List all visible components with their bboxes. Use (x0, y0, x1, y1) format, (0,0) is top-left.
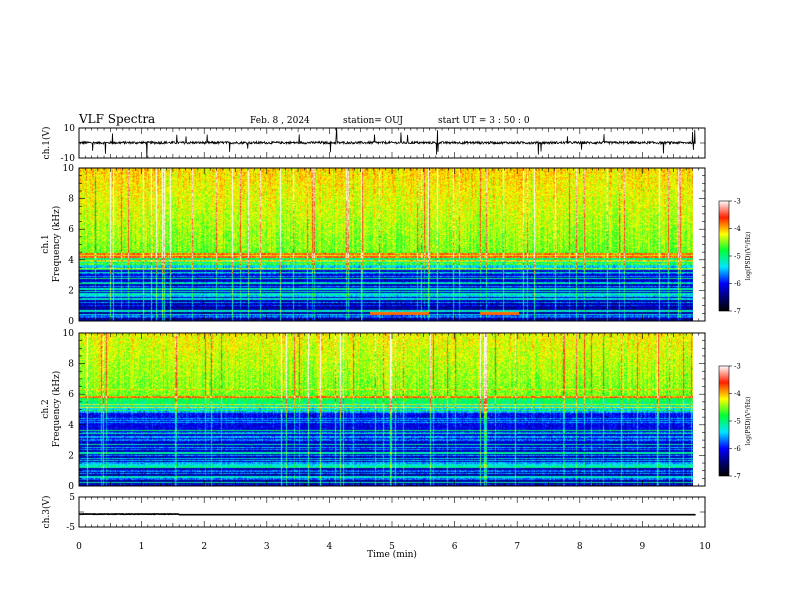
ch1-freq-tick-label: 10 (63, 164, 75, 174)
ch3-waveform-ticks (78, 496, 706, 528)
ch3-waveform-trace (79, 512, 696, 516)
ch1-colorbar-tick-label: -6 (734, 280, 741, 288)
ch1-spectrogram-image (79, 168, 693, 321)
time-tick-label: 9 (640, 542, 646, 552)
ch1-colorbar-tick-label: -5 (734, 253, 741, 261)
ch3-ytick-bottom: -5 (66, 523, 75, 533)
time-axis-label: Time (min) (367, 549, 417, 560)
ch1-ytick-bottom: -10 (61, 154, 76, 164)
ch2-spectrogram-ylabel-frequency: Frequency (kHz) (51, 371, 62, 448)
ch2-colorbar (718, 365, 730, 477)
time-tick-label: 6 (452, 542, 458, 552)
date-label: Feb. 8 , 2024 (250, 116, 310, 126)
ch1-colorbar-tick-label: -7 (734, 308, 741, 316)
ch2-freq-tick-label: 10 (63, 329, 75, 339)
ch1-ytick-top: 10 (64, 124, 76, 134)
ch1-colorbar-tick-label: -3 (734, 198, 741, 206)
ch3-waveform-ylabel: ch.3(V) (41, 496, 52, 529)
ch1-spectrogram-ylabel-channel: ch.1 (41, 234, 51, 253)
ch1-colorbar-label: log(PSD)(V²/Hz) (745, 232, 752, 281)
ch1-freq-tick-label: 4 (68, 256, 74, 266)
ch2-freq-tick-label: 0 (68, 482, 74, 492)
ch3-waveform-panel: 5 -5 ch.3(V) 0 1 2 3 4 5 6 7 8 9 10 Time (min) (41, 493, 711, 560)
ch2-spectrogram-ticks: 0 2 4 6 8 10 (63, 329, 706, 492)
ch2-colorbar-tick-label: -7 (734, 473, 741, 481)
ch1-freq-tick-label: 2 (68, 286, 74, 296)
waveform-line (79, 128, 696, 158)
ch1-colorbar-ticks: -3 -4 -5 -6 -7 (729, 198, 741, 316)
ch2-colorbar-label: log(PSD)(V²/Hz) (745, 397, 752, 446)
ch1-colorbar-tick-label: -4 (734, 225, 741, 233)
ch2-colorbar-tick-label: -6 (734, 445, 741, 453)
station-label: station= OUJ (343, 116, 403, 126)
ch1-spectrogram-ylabel-frequency: Frequency (kHz) (51, 206, 62, 283)
ch1-freq-tick-label: 6 (68, 225, 74, 235)
time-axis-tick-labels: 0 1 2 3 4 5 6 7 8 9 10 (76, 542, 711, 552)
ch1-freq-tick-label: 8 (68, 195, 74, 205)
time-tick-label: 7 (514, 542, 520, 552)
ch2-colorbar-tick-label: -5 (734, 418, 741, 426)
ch1-waveform-ylabel: ch.1(V) (41, 127, 52, 160)
ch2-spectrogram-ylabel-channel: ch.2 (41, 399, 51, 418)
ch2-colorbar-tick-label: -3 (734, 363, 741, 371)
ch2-colorbar-tick-label: -4 (734, 390, 741, 398)
start-time-label: start UT = 3 : 50 : 0 (438, 116, 530, 126)
ch2-colorbar-ticks: -3 -4 -5 -6 -7 (729, 363, 741, 481)
ch1-waveform-trace (79, 128, 696, 158)
time-tick-label: 0 (76, 542, 82, 552)
ch1-waveform-ticks (78, 127, 706, 159)
time-tick-label: 1 (139, 542, 145, 552)
time-tick-label: 3 (264, 542, 270, 552)
time-tick-label: 4 (327, 542, 333, 552)
ch1-freq-tick-label: 0 (68, 317, 74, 327)
ch1-waveform-panel: 10 -10 ch.1(V) (41, 124, 706, 164)
time-tick-label: 5 (389, 542, 395, 552)
ch2-spectrogram-image (79, 333, 693, 486)
ch2-freq-tick-label: 4 (68, 421, 74, 431)
ch1-spectrogram-ticks: 0 2 4 6 8 10 (63, 164, 706, 327)
time-tick-label: 2 (201, 542, 207, 552)
ch1-colorbar (718, 200, 730, 312)
time-tick-label: 8 (577, 542, 583, 552)
ch2-freq-tick-label: 8 (68, 360, 74, 370)
ch2-freq-tick-label: 2 (68, 451, 74, 461)
ch3-ytick-top: 5 (69, 493, 75, 503)
figure-title: VLF Spectra (78, 112, 155, 126)
time-tick-label: 10 (699, 542, 711, 552)
waveform-line (79, 512, 696, 516)
ch2-freq-tick-label: 6 (68, 390, 74, 400)
